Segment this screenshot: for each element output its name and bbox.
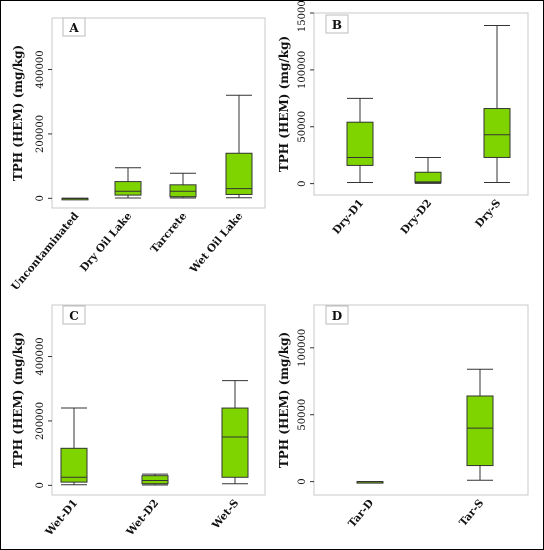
panel-c: 0 200000 400000 TPH (HEM) (mg/kg) C Wet-D1 Wet… — [11, 304, 266, 539]
plot-area — [51, 304, 266, 496]
iqr-box — [225, 152, 253, 195]
box-wet-oil-lake — [225, 94, 253, 199]
box-tar-d — [356, 481, 384, 484]
panel-b: 0 50000 100000 150000 TPH (HEM) (mg/kg) B Dry-… — [277, 0, 529, 237]
category-label: Wet Oil Lake — [187, 210, 245, 276]
box-dry-d1 — [346, 97, 374, 183]
panel-letter: B — [332, 18, 342, 32]
panel-letter-box — [325, 14, 349, 34]
y-tick-label: 200000 — [35, 115, 46, 153]
panel-letter: A — [68, 21, 79, 35]
iqr-box — [60, 447, 88, 483]
box-tar-s — [466, 368, 494, 481]
panel-letter-box — [62, 305, 86, 325]
iqr-box — [114, 181, 142, 196]
category-label: Uncontaminated — [9, 210, 82, 293]
y-tick-label: 150000 — [297, 0, 308, 32]
y-axis-label: TPH (HEM) (mg/kg) — [277, 332, 291, 468]
y-tick-label: 100000 — [297, 51, 308, 89]
box-uncontaminated — [61, 197, 89, 201]
iqr-box — [466, 395, 494, 467]
y-tick-label: 50000 — [297, 111, 308, 143]
y-axis-label: TPH (HEM) (mg/kg) — [11, 332, 25, 468]
plot-area — [51, 17, 266, 209]
box-tarcrete — [169, 172, 197, 199]
panel-letter: D — [332, 309, 342, 323]
box-dry-oil-lake — [114, 167, 142, 199]
category-label: Dry-D1 — [330, 197, 366, 237]
category-label: Dry Oil Lake — [78, 210, 135, 274]
category-label: Tar-S — [457, 497, 486, 529]
box-dry-d2 — [414, 156, 442, 184]
panel-letter-box — [325, 305, 349, 325]
y-tick-label: 0 — [297, 180, 308, 186]
box-wet-d1 — [60, 407, 88, 486]
y-tick-label: 100000 — [297, 329, 308, 367]
y-tick-label: 50000 — [297, 399, 308, 431]
iqr-box — [141, 475, 169, 485]
plot-area — [313, 304, 529, 496]
category-label: Dry-S — [473, 197, 503, 230]
y-tick-label: 0 — [35, 482, 46, 488]
panel-d: 0 50000 100000 TPH (HEM) (mg/kg) D Tar-D Tar-S — [277, 304, 529, 530]
y-tick-label: 0 — [297, 478, 308, 484]
category-label: Tar-D — [346, 497, 376, 530]
y-axis-label: TPH (HEM) (mg/kg) — [11, 45, 25, 181]
iqr-box — [346, 121, 374, 166]
box-wet-d2 — [141, 473, 169, 486]
y-tick-label: 200000 — [35, 402, 46, 440]
panel-letter: C — [69, 309, 79, 323]
y-axis-label: TPH (HEM) (mg/kg) — [277, 36, 291, 172]
category-label: Wet-D1 — [43, 497, 81, 539]
plot-area — [313, 12, 529, 196]
box-dry-s — [483, 25, 511, 183]
panel-letter-box — [62, 17, 86, 37]
category-label: Wet-D2 — [124, 497, 162, 539]
category-label: Wet-S — [209, 497, 241, 532]
box-wet-s — [221, 380, 249, 485]
category-label: Tarcrete — [148, 210, 189, 256]
iqr-box — [483, 108, 511, 158]
y-tick-label: 400000 — [35, 337, 46, 375]
iqr-box — [221, 407, 249, 478]
category-label: Dry-D2 — [398, 197, 434, 237]
y-tick-label: 400000 — [35, 50, 46, 88]
y-tick-label: 0 — [35, 195, 46, 201]
iqr-box — [414, 171, 442, 184]
panel-a: 0 200000 400000 TPH (HEM) (mg/kg) A Uncontami… — [9, 17, 266, 293]
